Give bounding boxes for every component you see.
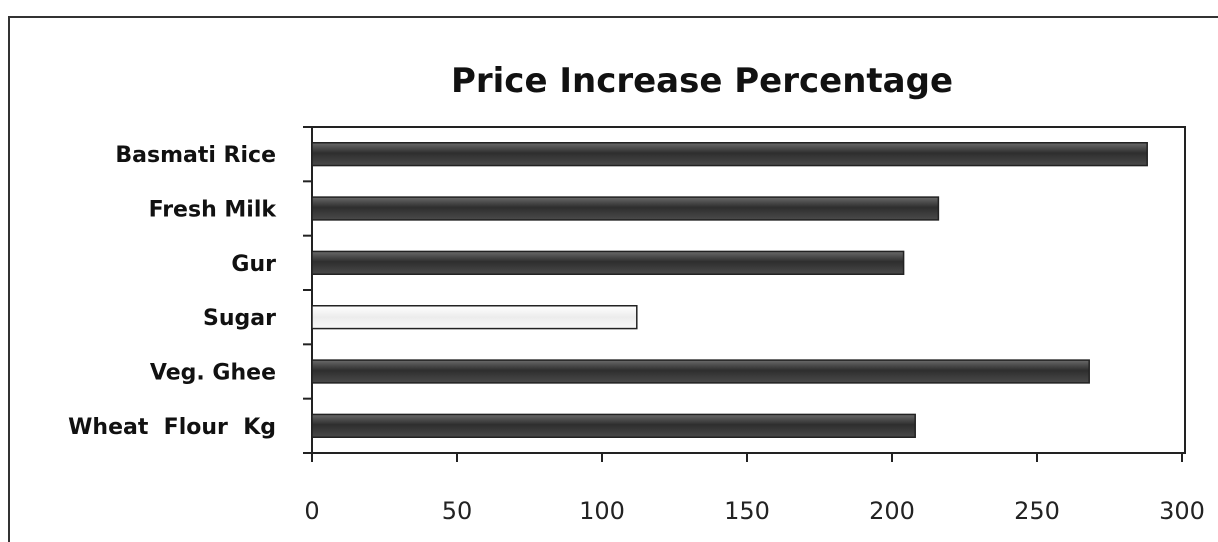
bar-wheat-flour-kg (311, 413, 916, 438)
x-tick-label: 0 (304, 497, 319, 525)
category-label: Veg. Ghee (150, 361, 276, 386)
x-tick-label: 100 (579, 497, 625, 525)
x-tick-label: 50 (442, 497, 473, 525)
x-tick-label: 300 (1159, 497, 1205, 525)
x-tick-label: 150 (724, 497, 770, 525)
category-label: Gur (231, 252, 276, 277)
bar-veg-ghee (311, 359, 1090, 384)
bar-fresh-milk (311, 196, 940, 221)
chart-frame (8, 16, 1218, 542)
x-tick-label: 250 (1014, 497, 1060, 525)
category-label: Sugar (203, 306, 276, 331)
category-label: Basmati Rice (115, 143, 276, 168)
bar-basmati-rice (311, 142, 1148, 167)
plot-area (311, 126, 1186, 454)
category-label: Fresh Milk (149, 198, 278, 223)
bar-sugar (311, 305, 638, 330)
category-label: Wheat Flour Kg (68, 415, 276, 440)
chart-title: Price Increase Percentage (451, 61, 953, 101)
x-tick-label: 200 (869, 497, 915, 525)
bar-gur (311, 250, 905, 275)
